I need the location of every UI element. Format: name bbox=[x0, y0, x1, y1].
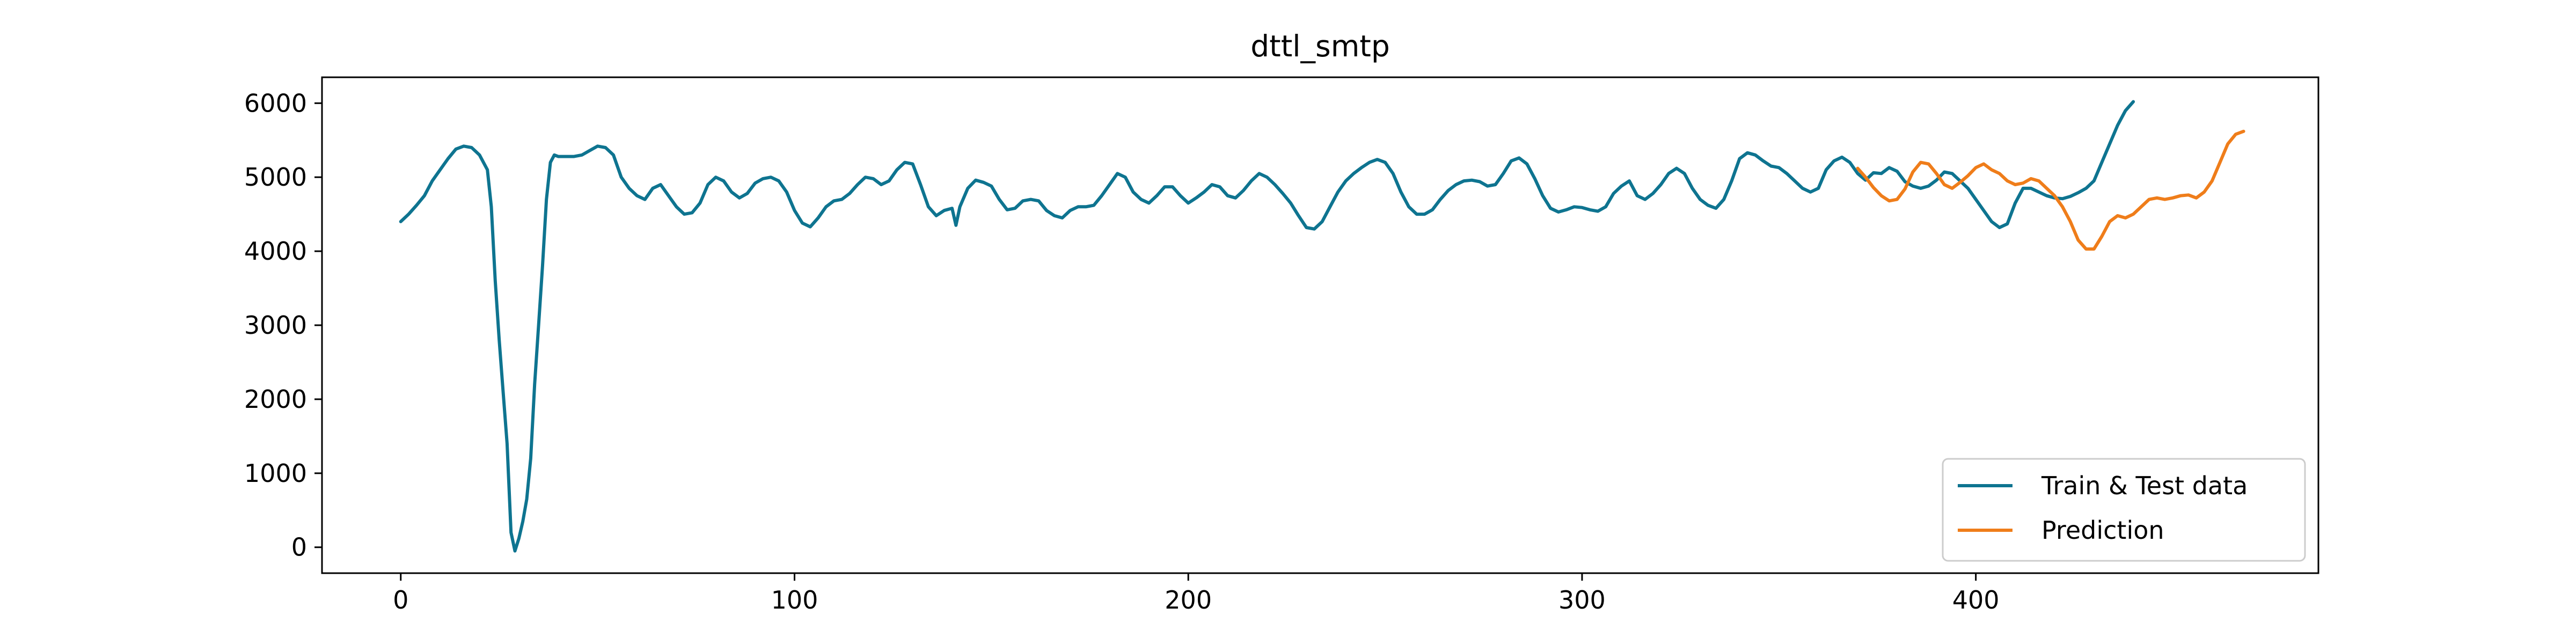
series-line-prediction bbox=[1856, 129, 2245, 251]
y-tick-label: 4000 bbox=[244, 237, 307, 266]
x-tick-label: 100 bbox=[771, 586, 818, 614]
y-tick-label: 2000 bbox=[244, 385, 307, 414]
series-line-train-test bbox=[399, 100, 2135, 553]
x-tick-label: 400 bbox=[1952, 586, 2000, 614]
legend-box bbox=[1942, 458, 2306, 562]
y-tick-label: 0 bbox=[291, 533, 307, 562]
y-tick-label: 3000 bbox=[244, 311, 307, 340]
x-tick-label: 300 bbox=[1558, 586, 1606, 614]
y-tick-label: 1000 bbox=[244, 459, 307, 488]
x-axis: 0 100 200 300 400 bbox=[393, 573, 2000, 614]
y-axis: 0 1000 2000 3000 4000 5000 6000 bbox=[244, 89, 322, 562]
x-tick-label: 0 bbox=[393, 586, 408, 614]
series-layer bbox=[399, 100, 2245, 553]
legend-label-train-test: Train & Test data bbox=[2041, 471, 2248, 500]
y-tick-label: 5000 bbox=[244, 163, 307, 192]
y-tick-label: 6000 bbox=[244, 89, 307, 118]
x-tick-label: 200 bbox=[1165, 586, 1212, 614]
chart-title: dttl_smtp bbox=[1250, 29, 1390, 63]
legend: Train & Test data Prediction bbox=[1942, 458, 2306, 562]
legend-label-prediction: Prediction bbox=[2041, 516, 2164, 545]
